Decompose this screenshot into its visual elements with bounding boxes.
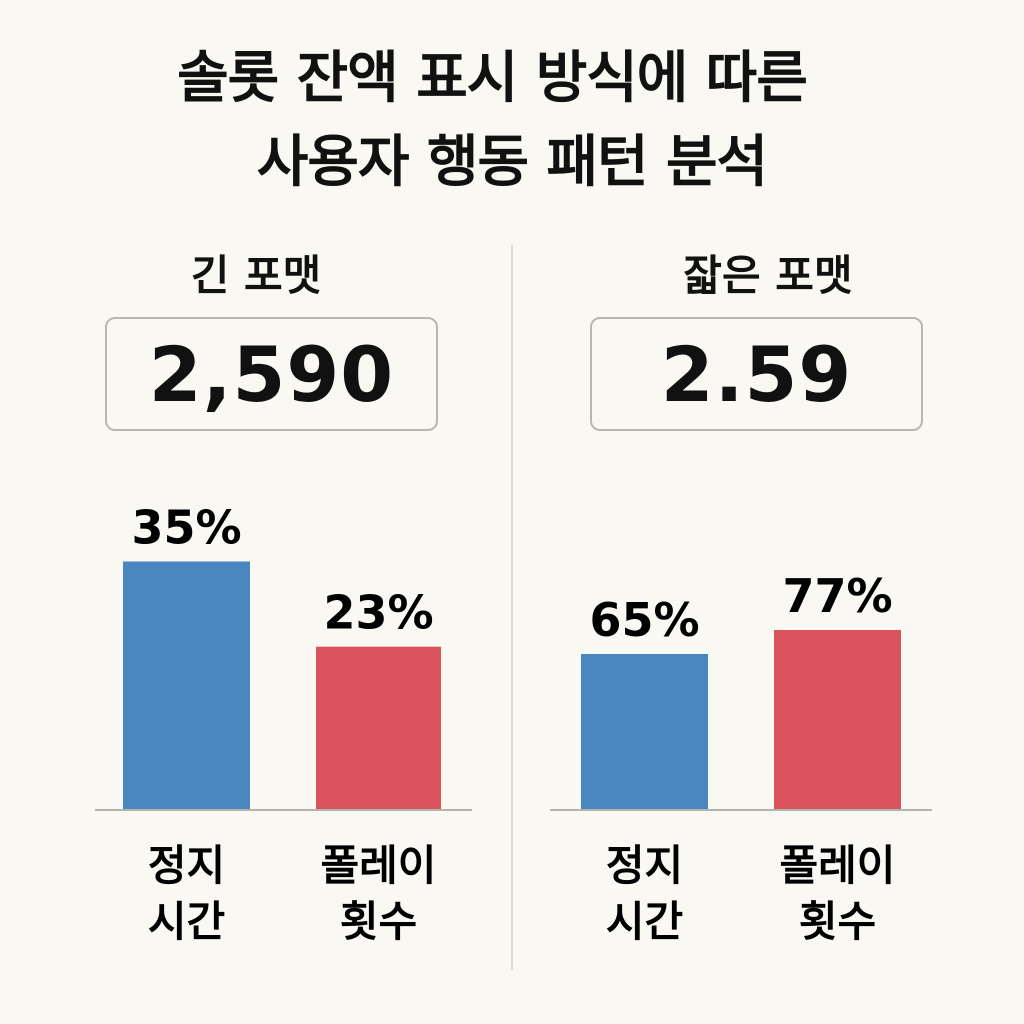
bar-value-label-1: 77% [782,569,892,623]
bar-value-label-0: 35% [131,501,241,555]
bar-1 [316,646,441,810]
bar-value-label-1: 23% [323,586,433,640]
panel-title-long-format: 긴 포맷 [190,251,322,300]
category-label-1: 폴레이 횟수 [780,841,896,946]
category-label-1: 폴레이 횟수 [321,841,437,946]
category-label-0: 정지 시간 [606,841,683,946]
bar-value-label-0: 65% [589,593,699,647]
title-line-1: 솔롯 잔액 표시 방식에 따른 [177,46,808,111]
panel-short-format: 잛은 포맷 2.59 65% 정지 시간 77% 폴레이 횟수 [512,0,1024,1024]
category-label-0: 정지 시간 [148,841,225,946]
bar-chart-short-format: 65% 정지 시간 77% 폴레이 횟수 [550,569,932,946]
panel-divider [511,245,513,970]
bar-chart-long-format: 35% 정지 시간 23% 폴레이 횟수 [95,501,472,946]
bar-0 [123,561,250,810]
balance-display-short: 2.59 [590,317,923,431]
panel-long-format: 긴 포맷 2,590 35% 정지 시간 23% 폴레이 횟수 [95,251,472,946]
bar-1 [774,630,901,810]
panel-title-short-format: 잛은 포맷 [683,251,853,300]
bar-0 [581,654,708,810]
balance-display-long: 2,590 [105,317,438,431]
title-line-2: 사용자 행동 패턴 분석 [256,130,768,195]
